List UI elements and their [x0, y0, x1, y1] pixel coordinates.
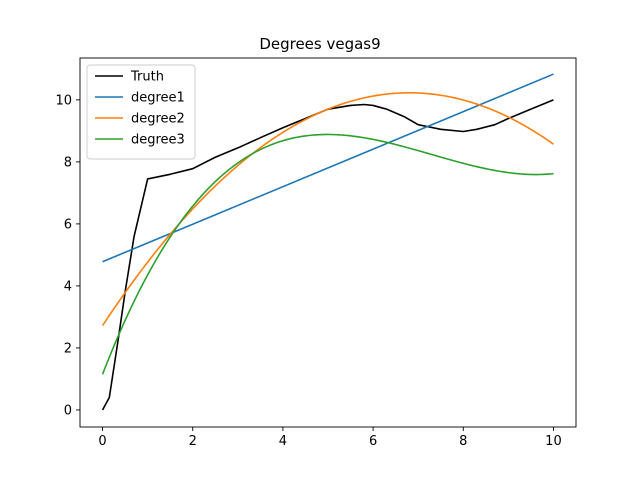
x-tick-label: 8: [459, 434, 467, 449]
axes-frame: [79, 57, 577, 428]
x-tick-label: 2: [189, 434, 197, 449]
legend-label-degree2: degree2: [131, 112, 185, 127]
y-tick-label: 6: [64, 217, 72, 232]
legend: Truth degree1 degree2 degree3: [86, 64, 196, 160]
series-line-degree3: [101, 133, 554, 375]
y-tick-label: 4: [64, 279, 72, 294]
x-tick-label: 0: [98, 434, 106, 449]
x-tick-label: 10: [545, 434, 562, 449]
x-tick-label: 6: [369, 434, 377, 449]
chart-title: Degrees vegas9: [259, 35, 380, 53]
axes: 0 2 4 6 8 10 0 2 4 6 8 10: [55, 57, 577, 449]
legend-label-degree1: degree1: [131, 91, 185, 106]
legend-label-degree3: degree3: [131, 133, 185, 148]
y-tick-label: 0: [64, 403, 72, 418]
legend-label-Truth: Truth: [130, 70, 164, 85]
y-tick-label: 8: [64, 155, 72, 170]
legend-box: [86, 64, 196, 160]
x-tick-label: 4: [279, 434, 287, 449]
y-tick-label: 10: [55, 93, 72, 108]
y-tick-label: 2: [64, 341, 72, 356]
plot-area: [101, 73, 554, 411]
